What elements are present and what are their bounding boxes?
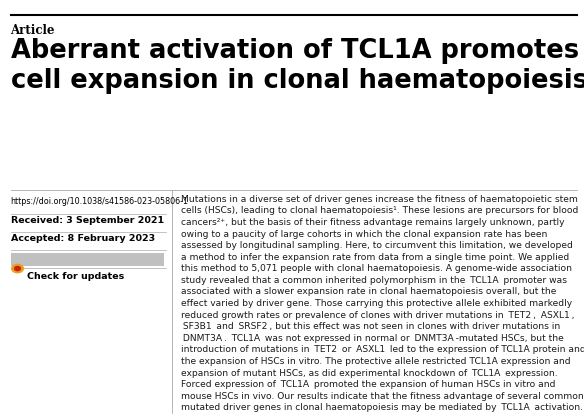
- FancyBboxPatch shape: [11, 253, 164, 266]
- Text: owing to a paucity of large cohorts in which the clonal expansion rate has been: owing to a paucity of large cohorts in w…: [181, 229, 547, 239]
- Text: effect varied by driver gene. Those carrying this protective allele exhibited ma: effect varied by driver gene. Those carr…: [181, 299, 572, 308]
- Text: this method to 5,071 people with clonal haematopoiesis. A genome-wide associatio: this method to 5,071 people with clonal …: [181, 264, 572, 273]
- Text: mouse HSCs in vivo. Our results indicate that the fitness advantage of several c: mouse HSCs in vivo. Our results indicate…: [181, 392, 584, 401]
- Text: Accepted: 8 February 2023: Accepted: 8 February 2023: [11, 234, 155, 244]
- Text: DNMT3A .  TCL1A  was not expressed in normal or  DNMT3A -mutated HSCs, but the: DNMT3A . TCL1A was not expressed in norm…: [181, 334, 564, 343]
- Text: a method to infer the expansion rate from data from a single time point. We appl: a method to infer the expansion rate fro…: [181, 253, 569, 262]
- Text: expansion of mutant HSCs, as did experimental knockdown of  TCL1A  expression.: expansion of mutant HSCs, as did experim…: [181, 369, 558, 378]
- Text: the expansion of HSCs in vitro. The protective allele restricted TCL1A expressio: the expansion of HSCs in vitro. The prot…: [181, 357, 571, 366]
- Text: cell expansion in clonal haematopoiesis: cell expansion in clonal haematopoiesis: [11, 68, 584, 93]
- Text: https://doi.org/10.1038/s41586-023-05806-1: https://doi.org/10.1038/s41586-023-05806…: [11, 197, 189, 206]
- Text: Received: 3 September 2021: Received: 3 September 2021: [11, 216, 164, 225]
- Text: associated with a slower expansion rate in clonal haematopoiesis overall, but th: associated with a slower expansion rate …: [181, 287, 557, 296]
- Text: introduction of mutations in  TET2  or  ASXL1  led to the expression of TCL1A pr: introduction of mutations in TET2 or ASX…: [181, 345, 584, 354]
- Text: Aberrant activation of TCL1A promotes stem: Aberrant activation of TCL1A promotes st…: [11, 38, 584, 63]
- Text: SF3B1  and  SRSF2 , but this effect was not seen in clones with driver mutations: SF3B1 and SRSF2 , but this effect was no…: [181, 322, 560, 331]
- Circle shape: [15, 266, 20, 271]
- Text: Mutations in a diverse set of driver genes increase the fitness of haematopoieti: Mutations in a diverse set of driver gen…: [181, 195, 578, 204]
- Text: Forced expression of  TCL1A  promoted the expansion of human HSCs in vitro and: Forced expression of TCL1A promoted the …: [181, 380, 555, 389]
- Text: cells (HSCs), leading to clonal haematopoiesis¹. These lesions are precursors fo: cells (HSCs), leading to clonal haematop…: [181, 206, 578, 215]
- Circle shape: [12, 264, 23, 273]
- Text: study revealed that a common inherited polymorphism in the  TCL1A  promoter was: study revealed that a common inherited p…: [181, 276, 567, 285]
- Text: mutated driver genes in clonal haematopoiesis may be mediated by  TCL1A  activat: mutated driver genes in clonal haematopo…: [181, 403, 583, 412]
- Text: assessed by longitudinal sampling. Here, to circumvent this limitation, we devel: assessed by longitudinal sampling. Here,…: [181, 241, 573, 250]
- Text: Article: Article: [11, 24, 55, 37]
- Text: cancers²⁺, but the basis of their fitness advantage remains largely unknown, par: cancers²⁺, but the basis of their fitnes…: [181, 218, 565, 227]
- Text: reduced growth rates or prevalence of clones with driver mutations in  TET2 ,  A: reduced growth rates or prevalence of cl…: [181, 311, 575, 320]
- Text: Check for updates: Check for updates: [27, 272, 124, 281]
